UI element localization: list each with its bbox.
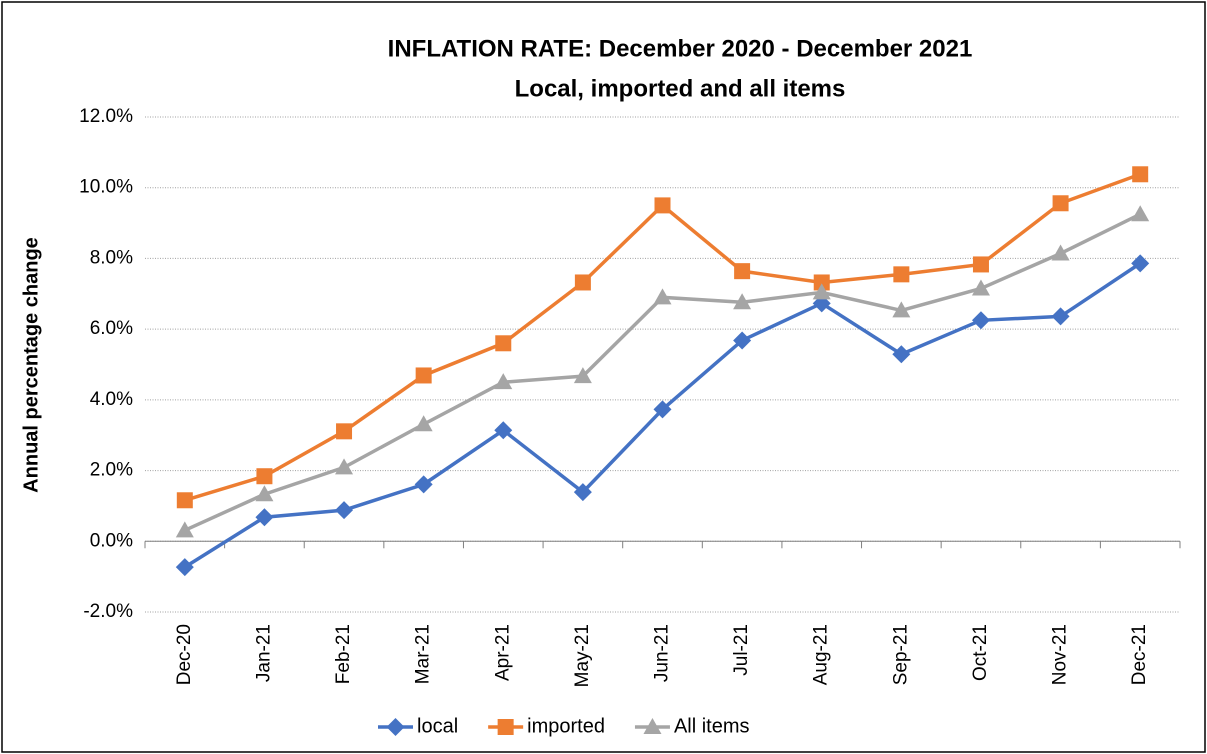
data-point: [573, 483, 592, 502]
data-point: [256, 468, 273, 485]
x-tick-label: Sep-21: [890, 624, 911, 685]
data-point: [336, 423, 353, 440]
data-point: [733, 331, 752, 350]
data-point: [255, 485, 274, 502]
x-tick-label: Mar-21: [413, 624, 434, 684]
data-point: [653, 288, 672, 305]
y-tick-label: 2.0%: [90, 460, 133, 481]
data-point: [812, 283, 831, 300]
data-point: [653, 400, 672, 419]
data-point: [972, 256, 989, 273]
y-tick-label: -2.0%: [83, 601, 133, 622]
data-point: [654, 197, 671, 214]
data-point: [175, 521, 194, 538]
data-point: [1051, 307, 1070, 326]
data-point: [892, 345, 911, 364]
data-point: [1131, 254, 1150, 273]
data-point: [255, 508, 274, 527]
data-point: [335, 501, 354, 520]
chart-subtitle: Local, imported and all items: [515, 75, 846, 102]
data-point: [971, 279, 990, 296]
data-point: [494, 421, 513, 440]
x-tick-label: Jan-21: [253, 624, 274, 682]
legend-label: All items: [674, 715, 750, 737]
x-tick-label: Jul-21: [731, 624, 752, 676]
data-point: [892, 301, 911, 318]
data-point: [573, 367, 592, 384]
data-point: [733, 293, 752, 310]
legend-marker: [643, 718, 662, 734]
data-point: [414, 475, 433, 494]
data-point: [813, 274, 830, 291]
y-tick-label: 8.0%: [90, 247, 133, 268]
legend-label: local: [417, 715, 458, 737]
data-point: [893, 266, 910, 283]
y-tick-label: 10.0%: [79, 177, 133, 198]
data-point: [335, 458, 354, 475]
chart-title: INFLATION RATE: December 2020 - December…: [388, 35, 973, 62]
data-point: [734, 263, 751, 280]
y-tick-label: 4.0%: [90, 389, 133, 410]
data-point: [494, 373, 513, 390]
data-point: [414, 415, 433, 432]
y-axis-label: Annual percentage change: [20, 237, 42, 493]
x-tick-label: Oct-21: [970, 624, 991, 681]
data-point: [971, 311, 990, 330]
x-tick-label: Dec-21: [1129, 624, 1150, 685]
x-tick-label: Apr-21: [492, 624, 513, 681]
x-tick-label: Nov-21: [1050, 624, 1071, 685]
legend-label: imported: [527, 715, 605, 737]
data-point: [176, 492, 193, 509]
y-tick-label: 12.0%: [79, 106, 133, 127]
legend-marker: [497, 719, 514, 735]
x-tick-label: Aug-21: [811, 624, 832, 685]
data-point: [175, 558, 194, 577]
x-tick-label: Dec-20: [174, 624, 195, 685]
legend-marker: [386, 718, 405, 736]
data-point: [1131, 205, 1150, 222]
data-point: [1132, 166, 1149, 183]
y-tick-label: 6.0%: [90, 318, 133, 339]
data-point: [1052, 195, 1069, 212]
y-tick-label: 0.0%: [90, 530, 133, 551]
data-point: [495, 335, 512, 352]
x-tick-label: May-21: [572, 624, 593, 687]
x-tick-label: Feb-21: [333, 624, 354, 684]
data-point: [1051, 244, 1070, 261]
data-point: [574, 274, 591, 291]
x-tick-label: Jun-21: [652, 624, 673, 682]
data-point: [415, 367, 432, 384]
